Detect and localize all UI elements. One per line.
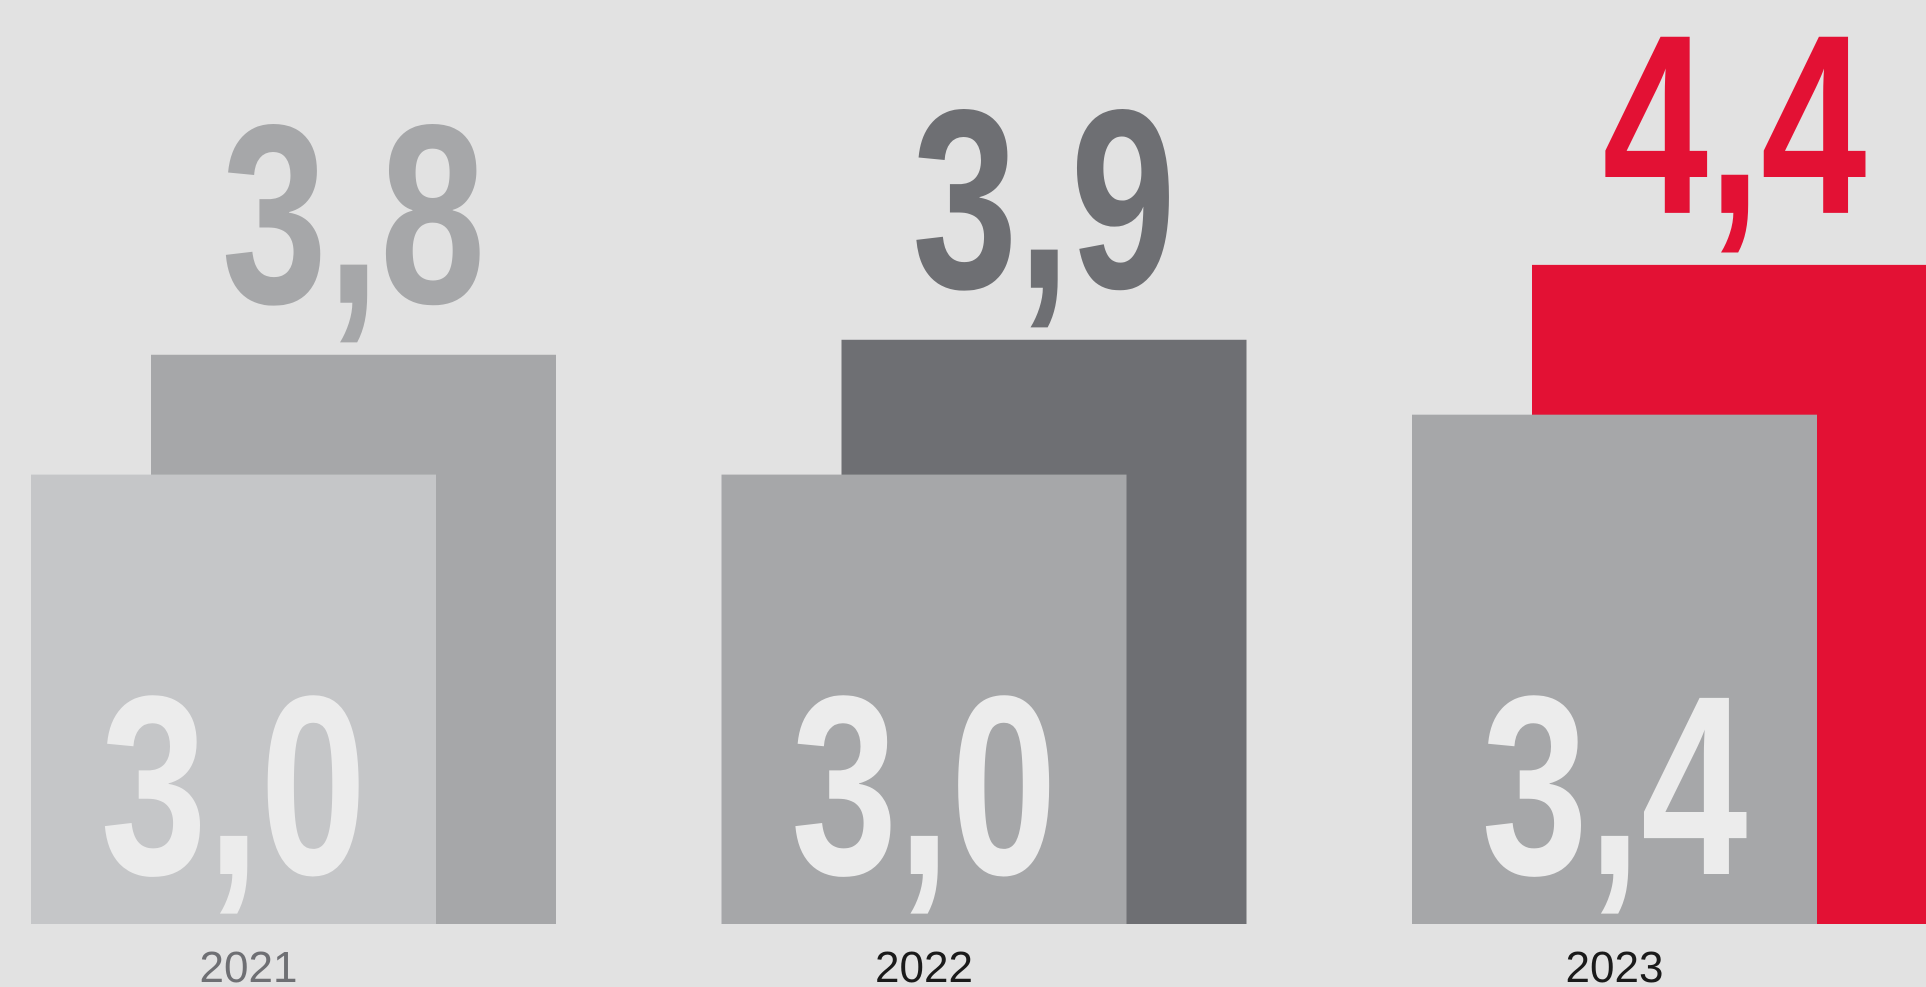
value-label: 3,8 [222, 72, 486, 358]
x-tick-label: 2023 [1566, 943, 1664, 987]
value-label: 3,0 [791, 643, 1057, 929]
x-tick-label: 2022 [875, 943, 973, 987]
x-tick-label: 2021 [200, 943, 298, 987]
bar [1412, 414, 1817, 924]
value-label: 3,0 [101, 643, 367, 929]
value-label: 3,9 [912, 57, 1176, 343]
bar [31, 474, 436, 924]
bar [721, 474, 1127, 924]
value-label: 3,4 [1482, 643, 1748, 929]
value-label: 4,4 [1603, 0, 1867, 268]
